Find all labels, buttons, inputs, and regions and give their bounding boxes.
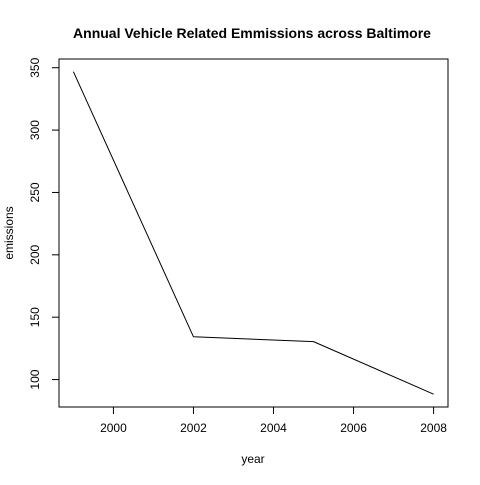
y-tick-label: 150	[28, 307, 42, 327]
series-line	[72, 71, 434, 395]
y-tick-label: 100	[28, 369, 42, 389]
y-tick-label: 350	[28, 57, 42, 77]
y-tick-label: 300	[28, 120, 42, 140]
y-tick-label: 200	[28, 244, 42, 264]
x-axis: 2000 2002 2004 2006 2008	[100, 406, 447, 435]
y-tick-label: 250	[28, 182, 42, 202]
chart-title: Annual Vehicle Related Emmissions across…	[73, 25, 431, 41]
x-tick-label: 2004	[260, 421, 287, 435]
x-tick-label: 2006	[340, 421, 367, 435]
x-tick-label: 2008	[420, 421, 447, 435]
x-tick-label: 2002	[180, 421, 207, 435]
y-axis: 100 150 200 250 300 350	[28, 57, 60, 390]
x-axis-label: year	[241, 452, 264, 466]
y-axis-label: emissions	[2, 206, 16, 259]
x-tick-label: 2000	[100, 421, 127, 435]
series-layer	[72, 71, 434, 395]
